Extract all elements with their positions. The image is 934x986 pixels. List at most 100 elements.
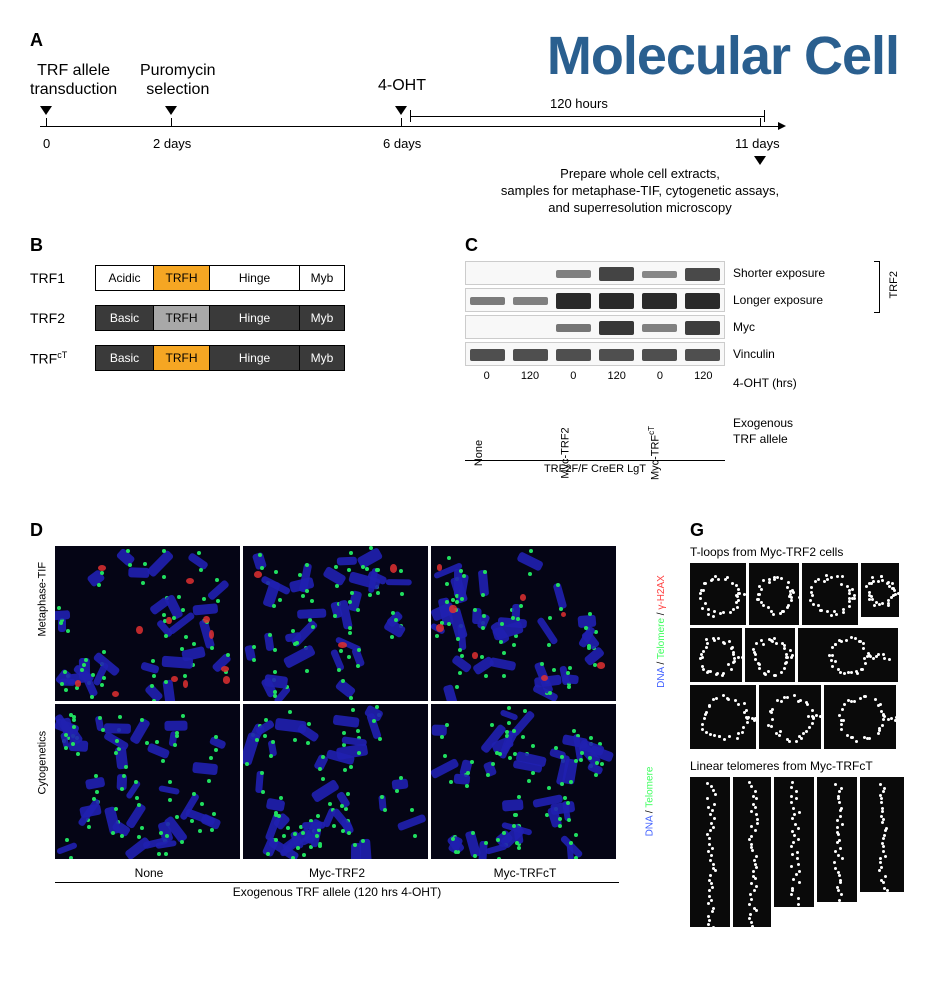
storm-image [817,777,857,902]
storm-image [690,628,742,682]
blot-underline: TRF2F/F CreER LgT [465,460,725,475]
lane-hour-label: 120 [508,370,551,382]
storm-image [860,777,904,892]
domain-name: TRF1 [30,270,95,286]
domain-block: Hinge [210,346,300,370]
domain-diagram: TRF1AcidicTRFHHingeMybTRF2BasicTRFHHinge… [30,264,430,372]
western-blot: Shorter exposureLonger exposureMycVincul… [465,261,900,475]
col-labels: None Myc-TRF2 Myc-TRFcT [55,866,670,880]
domain-block: TRFH [154,306,210,330]
panel-b-label: B [30,235,430,256]
timeline: TRF allele transduction Puromycin select… [30,61,790,211]
storm-linears-grid [690,777,905,927]
storm-image [690,685,756,749]
timeline-event-1: TRF allele transduction [30,61,117,99]
domain-row: TRF1AcidicTRFHHingeMyb [30,264,430,292]
timeline-event-3: 4-OHT [378,76,426,95]
domain-row: TRF2BasicTRFHHingeMyb [30,304,430,332]
timeline-marker-3 [395,106,407,115]
blot-underline-label: TRF2F/F CreER LgT [465,463,725,475]
lane-allele-label: Myc-TRFcT [638,388,725,458]
domain-block: TRFH [154,346,210,370]
micrograph [55,704,240,859]
timeline-marker-2 [165,106,177,115]
domain-block: Myb [300,346,344,370]
micro-bottom-label: Exogenous TRF allele (120 hrs 4-OHT) [55,882,619,899]
storm-image [745,628,795,682]
micrograph [243,704,428,859]
timeline-span-label: 120 hours [550,96,608,111]
panel-a-label: A [30,30,790,51]
micrograph [431,546,616,701]
microscopy-row-1: Metaphase-TIF [30,546,670,701]
timeline-axis [40,126,780,127]
domain-block: Hinge [210,306,300,330]
timeline-event-2: Puromycin selection [140,61,216,99]
storm-image [759,685,821,749]
lane-alleles-row: NoneMyc-TRF2Myc-TRFcT [465,388,725,458]
panel-g: G T-loops from Myc-TRF2 cells Linear tel… [690,520,905,927]
storm-image [798,628,898,682]
storm-title-2: Linear telomeres from Myc-TRFcT [690,759,905,773]
timeline-marker-1 [40,106,52,115]
domain-row: TRFcTBasicTRFHHingeMyb [30,344,430,372]
lane-allele-label: Myc-TRF2 [552,388,639,458]
timeline-day-2: 2 days [153,136,191,151]
panel-a: A TRF allele transduction Puromycin sele… [30,30,790,211]
micrograph [55,546,240,701]
timeline-span-bar [410,116,765,117]
panel-d: D Metaphase-TIF Cytogenetics DNA / Telom… [30,520,670,899]
storm-image [733,777,771,927]
panel-g-label: G [690,520,905,541]
blot-row: Shorter exposure [465,261,900,285]
storm-title-1: T-loops from Myc-TRF2 cells [690,545,905,559]
domain-block: Acidic [96,266,154,290]
lane-hour-label: 120 [595,370,638,382]
lane-hours-suffix: 4-OHT (hrs) [733,376,797,390]
storm-image [802,563,858,625]
panel-d-label: D [30,520,670,541]
domain-block: Myb [300,266,344,290]
blot-bracket [874,261,880,313]
col-label-2: Myc-TRF2 [243,866,431,880]
blot-right-label: TRF2 [888,271,900,299]
domain-block: Myb [300,306,344,330]
timeline-day-6: 6 days [383,136,421,151]
timeline-bottom-marker [754,156,766,165]
lane-hour-label: 0 [638,370,681,382]
micrograph [243,546,428,701]
lane-hours-row: 012001200120 [465,370,725,382]
lane-hour-label: 0 [465,370,508,382]
storm-image [824,685,896,749]
lane-allele-label: None [465,388,552,458]
domain-name: TRFcT [30,350,95,367]
col-label-3: Myc-TRFcT [431,866,619,880]
legend-row2: DNA / Telomere [644,767,655,837]
domain-block: Basic [96,346,154,370]
storm-image [749,563,799,625]
panel-c-label: C [465,235,900,256]
timeline-day-0: 0 [43,136,50,151]
allele-suffix: Exogenous TRF allele [733,416,793,447]
timeline-day-11: 11 days [735,136,780,151]
microscopy-row-2: Cytogenetics [30,704,670,859]
blot-label: Longer exposure [733,293,823,307]
domain-block: Basic [96,306,154,330]
microscopy-grid: Metaphase-TIF Cytogenetics DNA / Telomer… [30,546,670,899]
legend-row1: DNA / Telomere / γ-H2AX [656,575,667,688]
storm-image [690,777,730,927]
timeline-bottom-text: Prepare whole cell extracts, samples for… [460,166,820,217]
domain-block: Hinge [210,266,300,290]
storm-image [690,563,746,625]
storm-image [774,777,814,907]
lane-hour-label: 0 [552,370,595,382]
panel-c: C Shorter exposureLonger exposureMycVinc… [465,235,900,475]
domain-block: TRFH [154,266,210,290]
row-label-2: Cytogenetics [37,769,49,794]
panel-b: B TRF1AcidicTRFHHingeMybTRF2BasicTRFHHin… [30,235,430,384]
lane-hour-label: 120 [682,370,725,382]
storm-tloops-grid [690,563,905,749]
domain-name: TRF2 [30,310,95,326]
storm-image [861,563,899,617]
blot-row: Longer exposure [465,288,900,312]
